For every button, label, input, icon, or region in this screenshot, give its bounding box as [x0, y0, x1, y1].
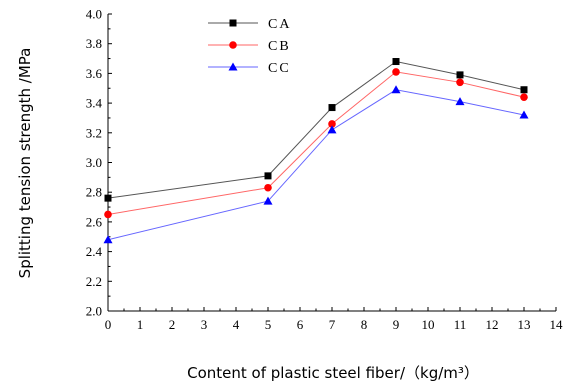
series-line-ca — [107, 60, 525, 199]
x-tick-label: 11 — [454, 317, 467, 332]
data-point-cb — [520, 93, 528, 101]
data-point-ca — [104, 194, 112, 202]
data-point-ca — [392, 58, 400, 66]
legend-label-cc: CC — [268, 61, 291, 76]
y-axis-title: Splitting tension strength /MPa — [16, 48, 34, 279]
data-point-cc — [103, 235, 113, 244]
y-tick-label: 2.0 — [86, 304, 102, 319]
x-tick-label: 4 — [233, 317, 240, 332]
series-line-cb — [107, 71, 525, 215]
x-tick-label: 0 — [105, 317, 112, 332]
x-tick-label: 5 — [265, 317, 272, 332]
y-tick-label: 2.4 — [86, 244, 103, 259]
legend-marker-cc — [228, 62, 238, 71]
legend-label-ca: CA — [268, 17, 291, 32]
x-tick-label: 14 — [550, 317, 564, 332]
y-tick-label: 3.6 — [86, 66, 103, 81]
y-tick-label: 2.6 — [86, 214, 103, 229]
data-point-cb — [264, 183, 272, 192]
data-point-cc — [455, 97, 465, 106]
x-tick-label: 10 — [422, 317, 435, 332]
data-point-ca — [456, 71, 464, 79]
x-tick-label: 12 — [486, 317, 499, 332]
y-tick-label: 4.0 — [86, 7, 102, 22]
x-tick-label: 3 — [201, 317, 208, 332]
data-point-cb — [328, 120, 336, 128]
x-tick-label: 6 — [297, 317, 304, 332]
legend: CA CB CC — [208, 17, 291, 76]
legend-label-cb: CB — [268, 39, 291, 54]
data-point-cc — [519, 110, 529, 119]
legend-marker-ca — [229, 19, 237, 27]
y-tick-label: 2.2 — [86, 274, 102, 289]
y-tick-label: 2.8 — [86, 185, 102, 200]
data-point-cc — [391, 85, 401, 94]
axes: 2.02.22.42.62.83.03.23.43.63.84.00 1 2 3 4 5 6… — [86, 7, 563, 333]
x-tick-label: 2 — [169, 317, 176, 332]
x-tick-label: 13 — [518, 317, 531, 332]
data-point-cb — [456, 78, 464, 87]
data-point-ca — [520, 86, 528, 94]
x-tick-label: 1 — [137, 317, 144, 332]
y-tick-label: 3.2 — [86, 125, 102, 140]
data-point-ca — [328, 104, 336, 112]
series-group — [103, 58, 529, 244]
x-axis-title: Content of plastic steel fiber/（kg/m³） — [187, 364, 479, 382]
data-point-cb — [104, 210, 112, 219]
x-tick-label: 9 — [393, 317, 400, 332]
y-tick-label: 3.8 — [86, 36, 102, 51]
y-tick-label: 3.0 — [86, 155, 102, 170]
y-tick-label: 3.4 — [86, 96, 103, 111]
data-point-cc — [263, 196, 273, 205]
data-point-cb — [392, 68, 400, 76]
x-tick-label: 7 — [329, 317, 336, 332]
data-point-ca — [264, 172, 272, 180]
data-point-cc — [327, 125, 337, 134]
x-tick-label: 8 — [361, 317, 368, 332]
series-line-cc — [107, 89, 525, 241]
legend-marker-cb — [229, 41, 237, 49]
